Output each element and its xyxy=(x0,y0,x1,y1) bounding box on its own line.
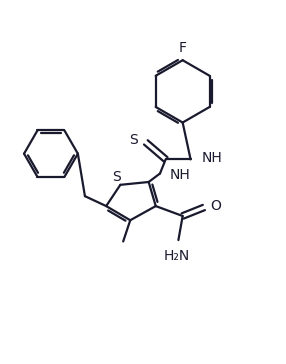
Text: NH: NH xyxy=(170,168,191,182)
Text: H₂N: H₂N xyxy=(164,249,190,263)
Text: F: F xyxy=(179,41,187,55)
Text: NH: NH xyxy=(202,151,223,165)
Text: O: O xyxy=(210,199,221,213)
Text: S: S xyxy=(129,133,138,147)
Text: S: S xyxy=(113,170,121,184)
